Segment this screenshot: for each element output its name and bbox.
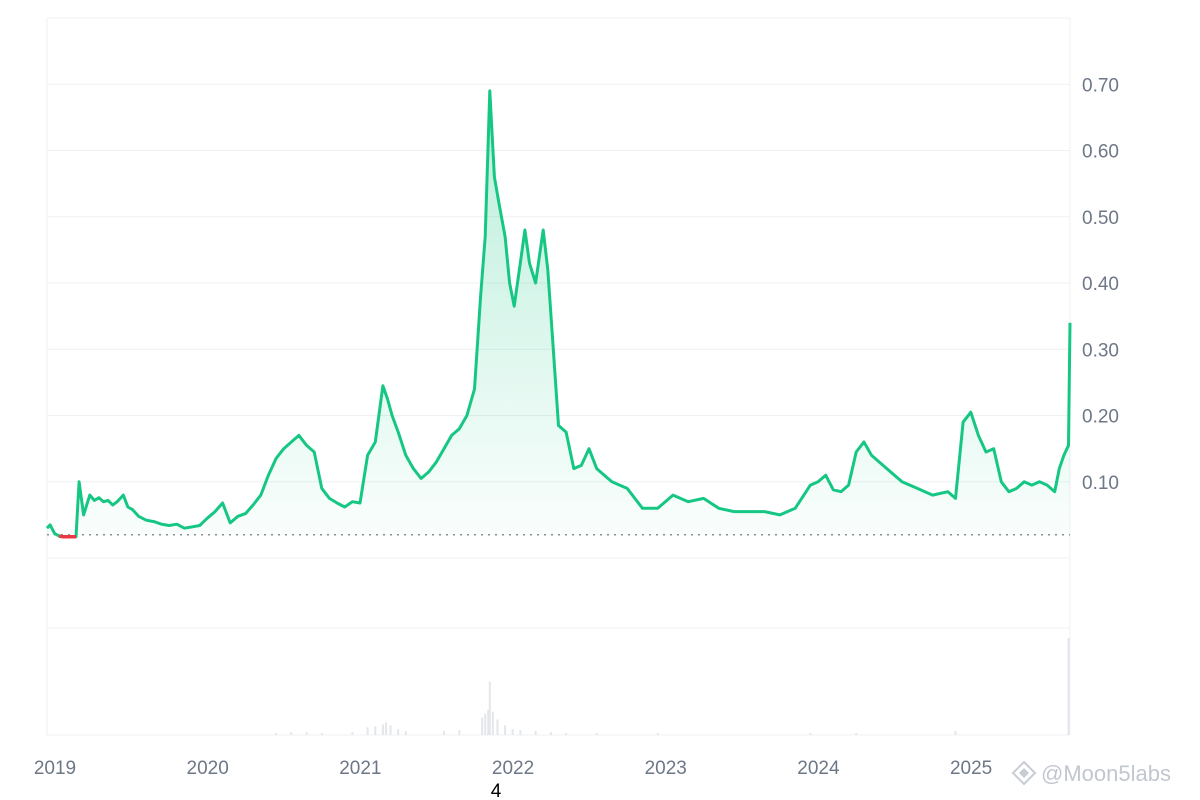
x-tick-label: 2023 <box>645 758 687 779</box>
volume-bar <box>491 711 494 735</box>
volume-bar <box>305 732 308 735</box>
price-series <box>45 89 1072 539</box>
x-tick-label: 2021 <box>339 758 381 779</box>
watermark-text: @Moon5labs <box>1041 761 1171 786</box>
moon5labs-logo-icon <box>1011 760 1037 786</box>
y-tick-label: 0.50 <box>1082 208 1119 229</box>
volume-bar <box>1067 638 1070 735</box>
volume-bar <box>397 729 400 735</box>
x-tick-label: 2025 <box>950 758 992 779</box>
volume-bar <box>381 724 384 735</box>
y-tick-label: 0.60 <box>1082 142 1119 163</box>
x-tick-label: 2020 <box>187 758 229 779</box>
volume-bar <box>487 709 490 735</box>
x-tick-label: 2024 <box>797 758 840 779</box>
volume-bar <box>374 726 377 735</box>
volume-bar <box>384 722 387 735</box>
volume-bar <box>855 733 858 735</box>
y-tick-label: 0.40 <box>1082 274 1119 295</box>
volume-bars <box>275 638 1070 735</box>
y-axis-labels: 0.10 0.20 0.30 0.40 0.50 0.60 0.70 <box>1082 75 1119 494</box>
x-axis-labels: 2019 2020 2021 2022 2023 2024 2025 <box>34 758 992 779</box>
x-tick-label: 2019 <box>34 758 76 779</box>
y-tick-label: 0.20 <box>1082 407 1119 428</box>
volume-bar <box>351 732 354 735</box>
volume-bar <box>954 731 957 735</box>
volume-bar <box>549 732 552 735</box>
volume-bar <box>458 730 461 735</box>
watermark: @Moon5labs <box>1011 760 1171 786</box>
volume-bar <box>534 731 537 735</box>
y-tick-label: 0.30 <box>1082 340 1119 361</box>
volume-bar <box>496 719 499 735</box>
volume-bar <box>481 717 484 735</box>
volume-bar <box>809 733 812 735</box>
volume-bar <box>488 681 491 735</box>
axis-marker: 4 <box>491 781 502 800</box>
volume-bar <box>565 733 568 735</box>
price-area <box>47 90 1070 537</box>
y-tick-label: 0.70 <box>1082 75 1119 96</box>
volume-bar <box>290 732 293 735</box>
volume-bar <box>320 733 323 735</box>
volume-bar <box>389 725 392 735</box>
price-line-below-baseline <box>58 534 76 539</box>
volume-bar <box>484 713 487 735</box>
volume-bar <box>511 729 514 735</box>
price-line <box>45 89 1072 539</box>
volume-bar <box>442 731 445 735</box>
volume-bar <box>275 733 278 735</box>
volume-bar <box>519 730 522 735</box>
grid-lines <box>47 83 1070 483</box>
plot-frame <box>46 17 1071 736</box>
volume-bar <box>366 727 369 735</box>
x-tick-label: 2022 <box>492 758 534 779</box>
volume-bar <box>595 733 598 735</box>
volume-bar <box>656 733 659 735</box>
volume-bar <box>504 725 507 735</box>
y-tick-label: 0.10 <box>1082 473 1119 494</box>
volume-bar <box>404 731 407 735</box>
